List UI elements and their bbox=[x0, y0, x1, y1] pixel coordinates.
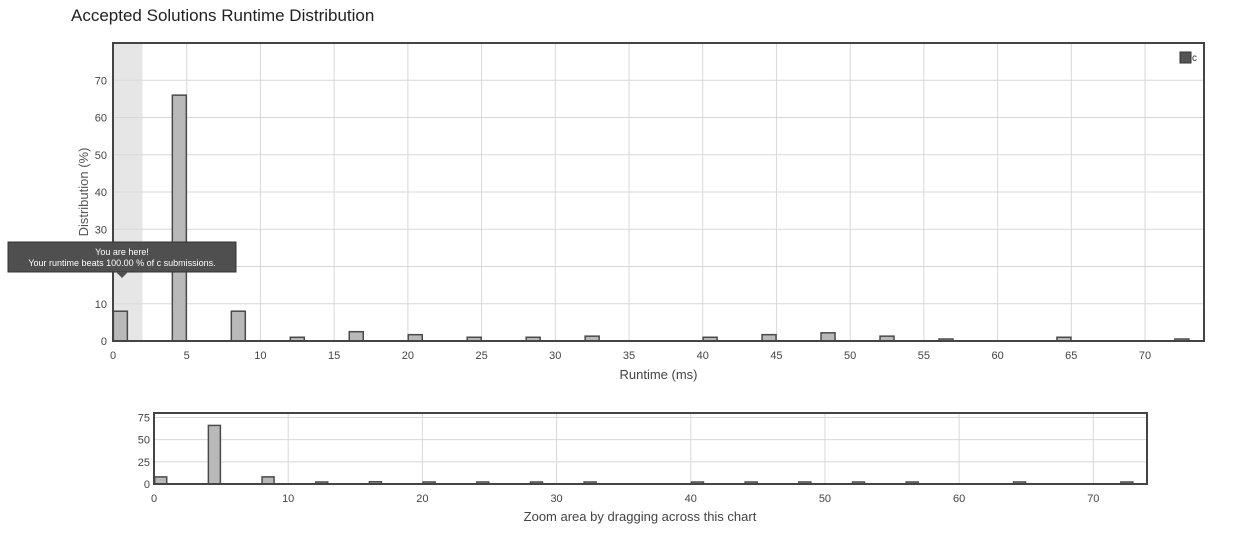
x-tick-label: 60 bbox=[991, 350, 1003, 362]
navigator-grid-lines bbox=[153, 413, 1147, 485]
x-tick-label: 25 bbox=[475, 350, 487, 362]
y-tick-label: 60 bbox=[95, 113, 107, 125]
bar bbox=[207, 424, 222, 485]
bar bbox=[261, 476, 275, 485]
x-tick-label: 15 bbox=[328, 350, 340, 362]
legend-swatch bbox=[1179, 51, 1192, 64]
x-tick-label: 50 bbox=[844, 350, 856, 362]
bar bbox=[112, 310, 129, 342]
tooltip-line-1: You are here! bbox=[95, 247, 149, 257]
legend[interactable]: c bbox=[1179, 51, 1197, 64]
x-tick-label: 20 bbox=[416, 493, 428, 505]
x-tick-label: 70 bbox=[1139, 350, 1151, 362]
x-tick-label: 50 bbox=[819, 493, 831, 505]
x-axis-label: Runtime (ms) bbox=[619, 367, 697, 382]
bar bbox=[171, 94, 188, 342]
y-tick-label: 10 bbox=[95, 299, 107, 311]
x-tick-label: 30 bbox=[549, 350, 561, 362]
y-tick-label: 70 bbox=[95, 75, 107, 87]
bar bbox=[230, 310, 247, 342]
x-tick-label: 20 bbox=[402, 350, 414, 362]
plot-frame bbox=[112, 42, 1205, 342]
navigator-frame bbox=[153, 412, 1148, 485]
y-tick-label: 0 bbox=[101, 336, 107, 348]
y-tick-label: 0 bbox=[144, 479, 150, 491]
x-tick-label: 10 bbox=[282, 493, 294, 505]
y-tick-label: 50 bbox=[138, 435, 150, 447]
x-tick-label: 5 bbox=[184, 350, 190, 362]
x-tick-label: 0 bbox=[110, 350, 116, 362]
y-tick-label: 50 bbox=[95, 150, 107, 162]
x-tick-label: 0 bbox=[151, 493, 157, 505]
bar bbox=[820, 332, 836, 342]
y-tick-label: 30 bbox=[95, 224, 107, 236]
bar bbox=[348, 330, 365, 342]
x-tick-label: 35 bbox=[623, 350, 635, 362]
x-tick-label: 40 bbox=[697, 350, 709, 362]
x-tick-label: 45 bbox=[770, 350, 782, 362]
navigator-bars bbox=[153, 424, 1134, 485]
tooltip-background bbox=[7, 241, 237, 273]
x-tick-label: 65 bbox=[1065, 350, 1077, 362]
y-tick-label: 25 bbox=[138, 457, 150, 469]
x-tick-labels: 0 5 10 15 20 25 30 35 40 45 50 55 60 65 70 bbox=[110, 350, 1151, 362]
grid-lines bbox=[112, 43, 1204, 342]
legend-label: c bbox=[1192, 53, 1197, 64]
tooltip: You are here! Your runtime beats 100.00 … bbox=[7, 241, 237, 278]
x-tick-label: 10 bbox=[254, 350, 266, 362]
navigator-label: Zoom area by dragging across this chart bbox=[524, 509, 757, 524]
navigator-y-tick-labels: 0 25 50 75 bbox=[138, 412, 150, 491]
x-tick-label: 30 bbox=[550, 493, 562, 505]
y-axis-label: Distribution (%) bbox=[76, 148, 91, 237]
y-tick-label: 75 bbox=[138, 412, 150, 424]
navigator-chart[interactable]: 0 25 50 75 0 10 20 30 40 50 60 70 Zoom area by dra… bbox=[0, 395, 1259, 539]
page-title: Accepted Solutions Runtime Distribution bbox=[71, 6, 375, 25]
y-tick-label: 40 bbox=[95, 187, 107, 199]
x-tick-label: 70 bbox=[1087, 493, 1099, 505]
navigator-x-tick-labels: 0 10 20 30 40 50 60 70 bbox=[151, 493, 1100, 505]
tooltip-line-2: Your runtime beats 100.00 % of c submiss… bbox=[28, 258, 215, 268]
x-tick-label: 60 bbox=[953, 493, 965, 505]
x-tick-label: 40 bbox=[685, 493, 697, 505]
bar bbox=[153, 476, 168, 485]
tooltip-arrow bbox=[116, 272, 128, 278]
x-tick-label: 55 bbox=[918, 350, 930, 362]
